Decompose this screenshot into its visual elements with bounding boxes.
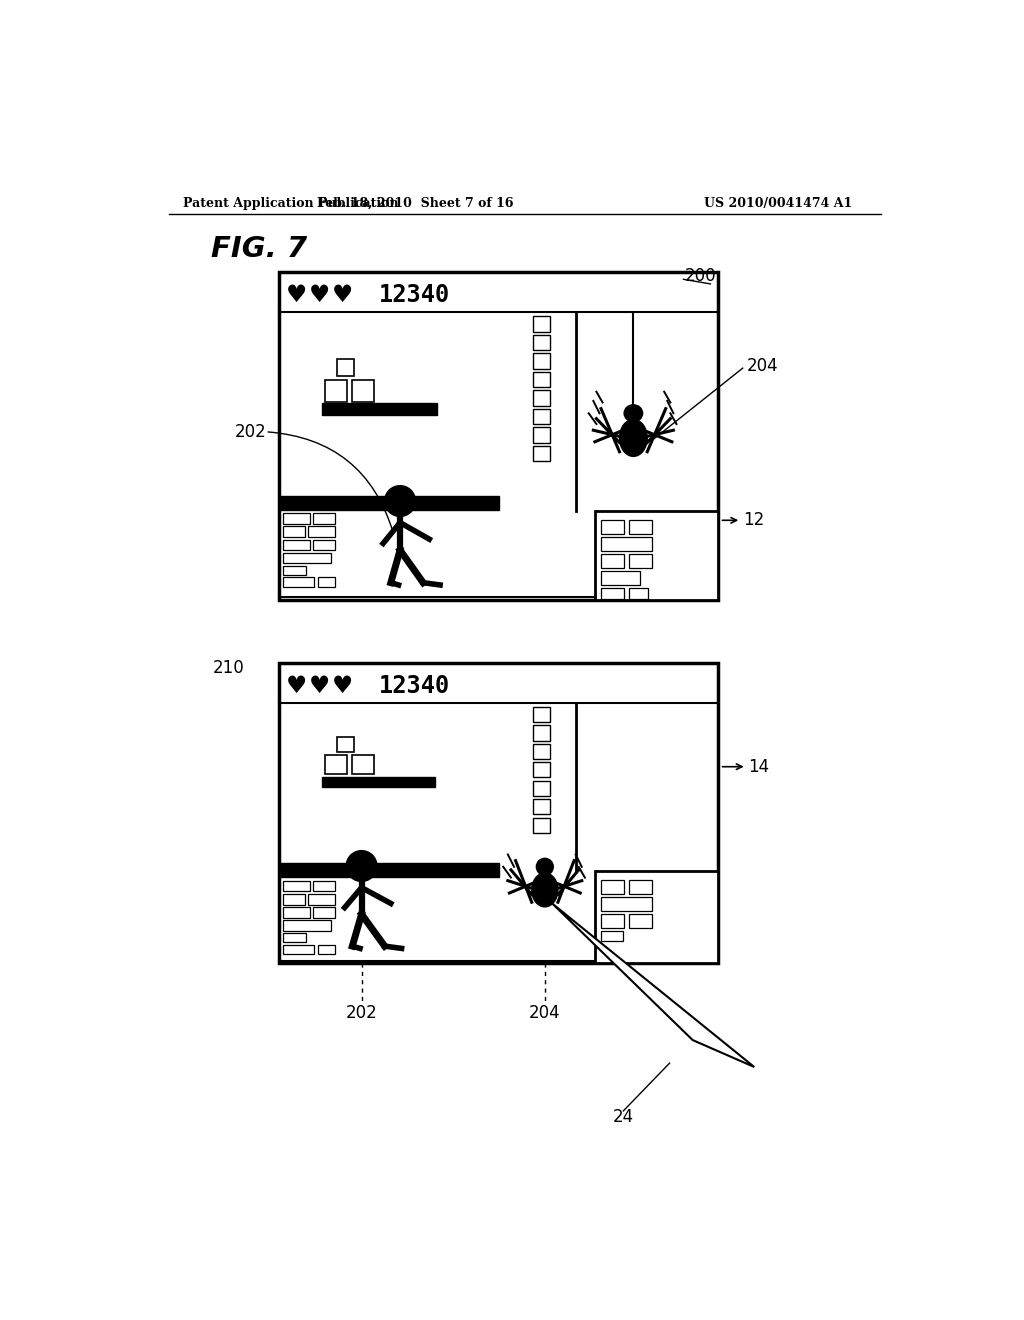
Circle shape [346, 850, 377, 882]
Text: 24: 24 [612, 1107, 634, 1126]
Bar [629, 880, 652, 894]
Text: 204: 204 [746, 358, 778, 375]
Bar [322, 776, 435, 788]
Text: 204: 204 [529, 1005, 560, 1022]
Bar [283, 880, 310, 891]
Bar [313, 880, 335, 891]
Text: 202: 202 [346, 1005, 378, 1022]
Bar [534, 372, 550, 387]
Bar [283, 945, 313, 954]
Bar [534, 446, 550, 461]
Bar [534, 762, 550, 777]
Ellipse shape [537, 858, 553, 875]
Bar [601, 572, 640, 585]
Bar [313, 907, 335, 917]
Bar [595, 871, 718, 964]
Bar [313, 513, 335, 524]
Bar [352, 755, 374, 775]
Text: ♥: ♥ [332, 284, 353, 308]
Bar [283, 513, 310, 524]
Bar [534, 428, 550, 442]
Bar [283, 553, 331, 564]
Ellipse shape [531, 873, 558, 907]
Bar [283, 920, 331, 931]
Bar [352, 380, 374, 401]
Text: 202: 202 [234, 422, 266, 441]
Text: ♥: ♥ [286, 673, 306, 698]
Bar [283, 540, 310, 550]
Bar [307, 527, 335, 537]
Bar [601, 520, 625, 535]
Bar [322, 404, 437, 414]
Text: ♥: ♥ [332, 673, 353, 698]
Bar [601, 913, 625, 928]
Bar [283, 894, 304, 904]
Bar [283, 527, 304, 537]
Bar [534, 354, 550, 368]
Bar [317, 577, 335, 586]
Bar [337, 359, 354, 376]
Bar [281, 664, 717, 961]
Bar [601, 880, 625, 894]
Bar [629, 554, 652, 568]
Bar [595, 511, 718, 599]
Bar [317, 945, 335, 954]
Text: FIG. 7: FIG. 7 [211, 235, 307, 263]
Bar [629, 913, 652, 928]
Bar [281, 275, 717, 598]
Bar [280, 663, 718, 964]
Text: Feb. 18, 2010  Sheet 7 of 16: Feb. 18, 2010 Sheet 7 of 16 [317, 197, 514, 210]
Text: Patent Application Publication: Patent Application Publication [183, 197, 398, 210]
Polygon shape [553, 904, 755, 1067]
Bar [534, 391, 550, 405]
Ellipse shape [620, 420, 647, 457]
Text: ♥: ♥ [286, 284, 306, 308]
Bar [280, 272, 718, 599]
Text: ♥: ♥ [308, 284, 330, 308]
Bar [283, 907, 310, 917]
Bar [601, 896, 652, 911]
Bar [534, 706, 550, 722]
Bar [280, 495, 499, 510]
Text: 210: 210 [213, 659, 245, 677]
Bar [534, 799, 550, 814]
Bar [534, 317, 550, 331]
Text: 14: 14 [749, 758, 769, 776]
Text: 12: 12 [742, 511, 764, 529]
Bar [283, 933, 306, 942]
Bar [280, 863, 499, 876]
Bar [629, 520, 652, 535]
Bar [534, 335, 550, 350]
Text: 12340: 12340 [379, 673, 451, 698]
Bar [601, 554, 625, 568]
Bar [337, 737, 354, 752]
Circle shape [385, 486, 416, 516]
Bar [601, 589, 625, 599]
Text: 200: 200 [685, 267, 717, 285]
Bar [283, 577, 313, 586]
Bar [326, 380, 347, 401]
Bar [629, 589, 648, 599]
Bar [283, 566, 306, 576]
Bar [534, 725, 550, 741]
Ellipse shape [625, 405, 643, 422]
Bar [601, 931, 623, 941]
Bar [313, 540, 335, 550]
Bar [534, 817, 550, 833]
Text: US 2010/0041474 A1: US 2010/0041474 A1 [705, 197, 852, 210]
Bar [534, 743, 550, 759]
Bar [534, 780, 550, 796]
Text: 12340: 12340 [379, 284, 451, 308]
Bar [534, 409, 550, 424]
Text: ♥: ♥ [308, 673, 330, 698]
Bar [326, 755, 347, 775]
Bar [601, 537, 652, 552]
Bar [307, 894, 335, 904]
